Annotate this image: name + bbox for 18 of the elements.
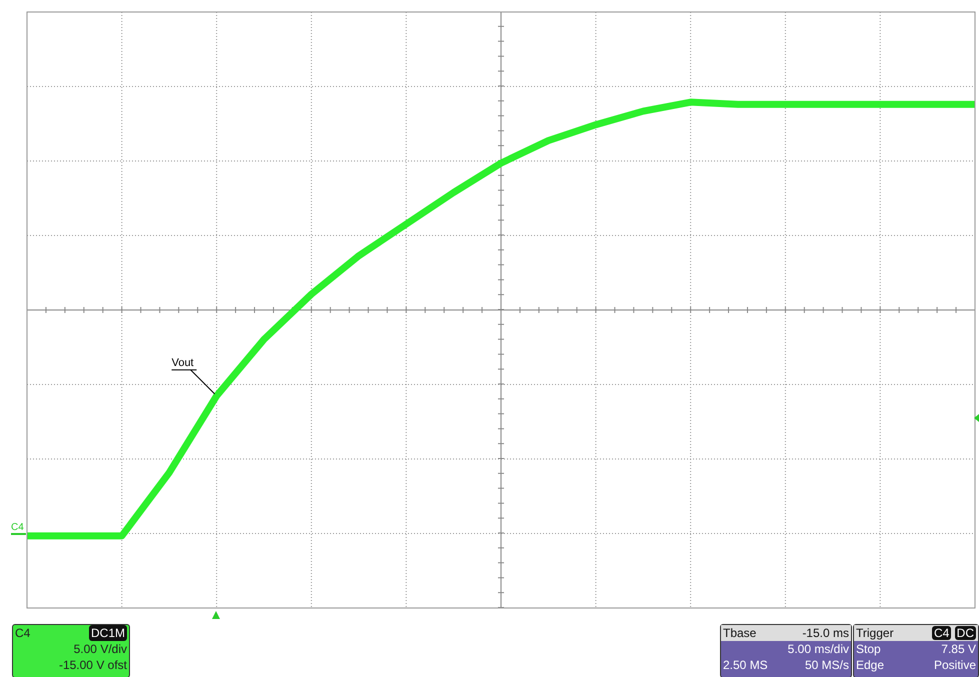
text: C4 xyxy=(15,625,30,641)
text: Tbase xyxy=(723,625,756,641)
text: 7.85 V xyxy=(941,641,976,657)
text: DC1M xyxy=(88,625,127,641)
text: Edge xyxy=(856,657,884,673)
text: C4 xyxy=(11,522,24,533)
text: 5.00 V/div xyxy=(72,641,128,657)
text: C4 xyxy=(932,626,952,640)
text: Trigger xyxy=(856,625,894,641)
text: 2.50 MS xyxy=(723,657,768,673)
text: Vout xyxy=(172,356,194,369)
text: Stop xyxy=(856,641,881,657)
text: -15.0 ms xyxy=(802,625,849,641)
text: 5.00 ms/div xyxy=(786,641,850,657)
text: DC xyxy=(954,626,976,640)
text: 50 MS/s xyxy=(804,657,849,673)
text: Positive xyxy=(934,657,976,673)
text: -15.00 V ofst xyxy=(58,657,128,673)
